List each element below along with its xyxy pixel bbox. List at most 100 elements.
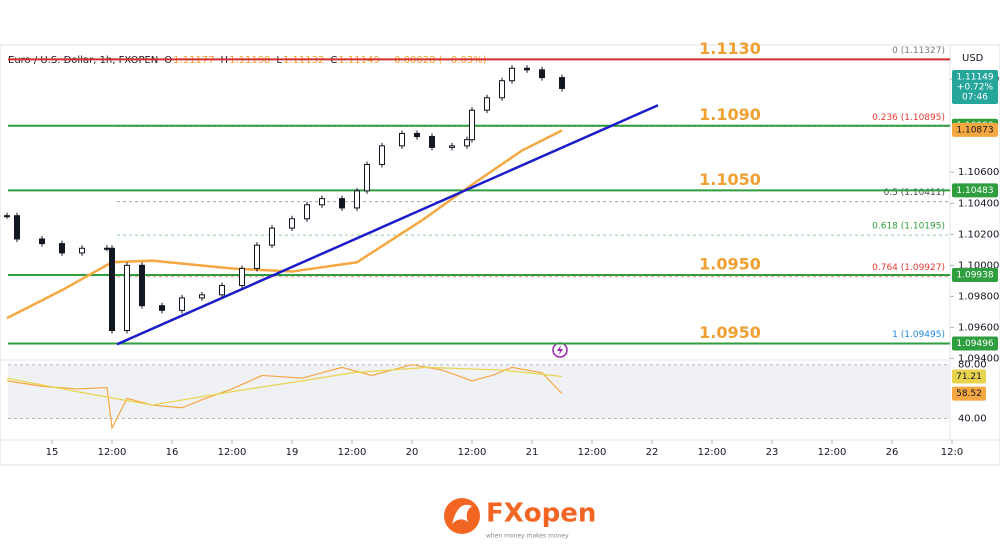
price-tag-label: 1.09938 <box>956 270 993 280</box>
candle <box>484 97 490 111</box>
rsi-tag <box>952 386 986 401</box>
x-tick-label: 21 <box>526 447 539 458</box>
candle <box>414 132 420 138</box>
candle <box>379 145 385 165</box>
x-tick-label: 12:00 <box>818 447 847 458</box>
ohlc-legend: −0.00028 (−0.03%) <box>386 55 487 66</box>
candle <box>464 139 470 147</box>
price-tag <box>952 336 998 351</box>
ohlc-legend: L <box>276 55 282 66</box>
ma-tag <box>952 122 998 137</box>
candle <box>449 145 455 148</box>
ohlc-legend: 1.11149 <box>338 55 379 66</box>
currency: USD <box>962 53 984 64</box>
candle <box>269 227 275 246</box>
candle <box>124 264 130 332</box>
y-tick-label: 1.09400 <box>958 353 999 364</box>
x-tick-label: 12:00 <box>458 447 487 458</box>
candle <box>539 69 545 79</box>
candle <box>59 243 65 254</box>
logo-dragon <box>452 504 472 524</box>
candle <box>429 136 435 148</box>
rsi-band <box>8 364 950 419</box>
candle <box>14 215 20 240</box>
x-tick-label: 12:0 <box>941 447 963 458</box>
fib-label: 0.618 (1.10195) <box>872 222 945 232</box>
ma-tag-label: 1.10873 <box>956 125 993 135</box>
fib-label: 0.236 (1.10895) <box>872 113 945 123</box>
level-annotation: 1.1090 <box>699 105 761 124</box>
candle <box>199 294 205 299</box>
candle <box>559 77 565 89</box>
price-tag <box>952 267 998 282</box>
last-price-label: +0.72% <box>957 83 994 93</box>
x-tick-label: 12:00 <box>698 447 727 458</box>
event-icon-bolt <box>557 345 563 355</box>
rsi-tick-label: 80.00 <box>958 360 987 371</box>
x-tick-label: 22 <box>646 447 659 458</box>
chart-title: Euro / U.S. Dollar, 1h, FXOPEN <box>8 55 158 66</box>
brand-tagline: when money makes money <box>486 533 569 540</box>
header: Euro / U.S. Dollar, 1h, FXOPEN O 1.11177 H… <box>8 55 487 66</box>
ohlc-legend: 1.11177 <box>173 55 214 66</box>
candle <box>4 215 10 218</box>
ohlc-legend: O <box>164 55 172 66</box>
candle <box>139 264 145 307</box>
x-tick-label: 19 <box>286 447 299 458</box>
x-tick-label: 20 <box>406 447 419 458</box>
fib-label: 0.5 (1.10411) <box>884 188 945 198</box>
brand-name: FXopen <box>486 499 596 529</box>
candle <box>524 67 530 71</box>
candle <box>159 305 165 311</box>
candle <box>399 132 405 147</box>
ohlc-legend: H <box>221 55 229 66</box>
x-tick-label: 12:00 <box>578 447 607 458</box>
x-tick-label: 23 <box>766 447 779 458</box>
candle <box>339 198 345 209</box>
rsi-tag-label: 71.21 <box>956 372 982 382</box>
candle <box>354 190 360 209</box>
candle <box>179 297 185 311</box>
price-tag <box>952 183 998 198</box>
candle <box>499 80 505 99</box>
candle <box>509 67 515 82</box>
last-price-label: 1.11149 <box>956 73 993 83</box>
level-annotation: 1.0950 <box>699 254 761 273</box>
candle <box>109 247 115 332</box>
rsi-line <box>6 366 563 406</box>
price-tag-label: 1.09496 <box>956 339 993 349</box>
x-tick-label: 15 <box>46 447 59 458</box>
candle <box>289 218 295 229</box>
candle <box>104 247 110 250</box>
ohlc-legend: C <box>330 55 337 66</box>
y-tick-label: 1.10200 <box>958 229 999 240</box>
candle <box>469 109 475 141</box>
moving-average <box>6 129 563 320</box>
x-tick-label: 12:00 <box>98 447 127 458</box>
last-price-label: 07:46 <box>962 93 988 103</box>
candle <box>319 198 325 206</box>
rsi-line <box>6 364 563 430</box>
candle <box>39 238 45 245</box>
rsi-tick-label: 40.00 <box>958 414 987 425</box>
fib-label: 0.764 (1.09927) <box>872 263 945 273</box>
level-annotation: 1.1050 <box>699 170 761 189</box>
x-tick-label: 12:00 <box>338 447 367 458</box>
y-tick-label: 1.10000 <box>958 260 999 271</box>
rsi-tag <box>952 369 986 384</box>
logo: FXopen when money makes money <box>444 498 596 540</box>
level-annotation: 1.0950 <box>699 323 761 342</box>
ohlc-legend: 1.11198 <box>229 55 270 66</box>
y-tick-label: 1.10400 <box>958 198 999 209</box>
y-tick-label: 1.09800 <box>958 291 999 302</box>
candle <box>254 244 260 269</box>
x-tick-label: 16 <box>166 447 179 458</box>
x-tick-label: 12:00 <box>218 447 247 458</box>
ohlc-legend: 1.11132 <box>283 55 324 66</box>
candle <box>219 285 225 296</box>
candle <box>79 247 85 254</box>
y-tick-label: 1.10600 <box>958 167 999 178</box>
candle <box>304 204 310 220</box>
fib-label: 0 (1.11327) <box>892 46 945 56</box>
trendline <box>116 104 659 346</box>
